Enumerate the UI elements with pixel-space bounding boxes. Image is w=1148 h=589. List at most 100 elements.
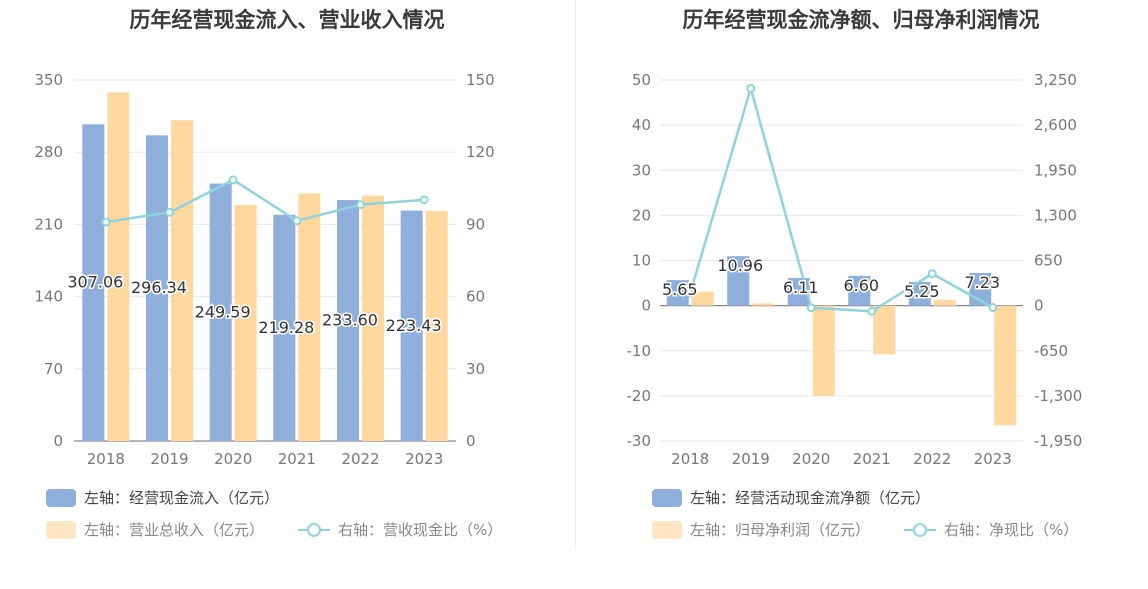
right-tick-label: 30 — [466, 360, 485, 378]
legend-item-cash-ratio[interactable]: 右轴：净现比（%） — [904, 519, 1078, 540]
x-tick-label: 2019 — [150, 450, 188, 468]
left-tick-label: 140 — [34, 288, 63, 306]
left-tick-label: 30 — [632, 161, 651, 179]
bar-orange — [691, 291, 714, 306]
left-tick-label: 0 — [641, 297, 651, 315]
ratio-line-point — [988, 302, 998, 312]
bar-data-label: 5.25 — [904, 282, 940, 301]
legend-label: 左轴：归母净利润（亿元） — [690, 521, 871, 539]
x-tick-label: 2018 — [87, 450, 125, 468]
chart-svg-cashflow-revenue: 0 70 140 210 280 350 0 30 60 90 120 150 2018 2019 2020… — [34, 71, 495, 468]
x-tick-label: 2023 — [405, 450, 443, 468]
bar-data-label: 219.28 — [258, 318, 314, 337]
ratio-line-point — [685, 288, 695, 298]
ratio-line-point — [806, 303, 816, 313]
ratio-line — [689, 83, 994, 313]
legend-item-net-cash[interactable]: 左轴：经营活动现金流净额（亿元） — [652, 487, 930, 508]
bar-blue — [848, 275, 871, 306]
legend-label: 右轴：净现比（%） — [944, 521, 1079, 539]
bar-blue — [82, 124, 105, 441]
chart-svg-netcash-profit: -30 -20 -10 0 10 20 30 40 50 -1,950 -1,300 -650 0 650… — [627, 71, 1083, 468]
right-tick-label: -1,950 — [1034, 432, 1082, 450]
bar-blue — [727, 256, 750, 306]
bar-blue — [337, 200, 359, 441]
bar-data-label: 307.06 — [67, 273, 123, 292]
chart-title: 历年经营现金流入、营业收入情况 — [129, 8, 445, 32]
panel-divider — [575, 0, 576, 550]
ratio-line-point — [292, 216, 302, 226]
bar-data-label: 296.34 — [131, 278, 187, 297]
x-tick-label: 2021 — [278, 450, 316, 468]
bar-orange — [425, 210, 448, 441]
bar-orange — [812, 305, 835, 396]
left-tick-label: 0 — [53, 432, 63, 450]
x-tick-label: 2019 — [732, 450, 770, 468]
legend-swatch-bar-blue — [46, 488, 76, 507]
x-tick-label: 2020 — [214, 450, 252, 468]
right-tick-label: 2,600 — [1034, 116, 1077, 134]
right-tick-label: 150 — [466, 71, 495, 89]
bar-data-label: 223.43 — [386, 316, 442, 335]
left-tick-label: 50 — [632, 71, 651, 89]
left-tick-label: -20 — [627, 387, 652, 405]
left-tick-label: 280 — [34, 143, 63, 161]
right-tick-label: 60 — [466, 288, 485, 306]
chart-panel-netcash-profit: 历年经营现金流净额、归母净利润情况 -30 -20 -10 0 10 20 30 40 50 -1… — [574, 0, 1148, 589]
bar-orange — [994, 305, 1017, 426]
left-tick-label: 40 — [632, 116, 651, 134]
bar-data-label: 5.65 — [662, 280, 698, 299]
right-tick-label: -1,300 — [1034, 387, 1082, 405]
right-tick-label: 0 — [1034, 297, 1044, 315]
legend-label: 左轴：经营现金流入（亿元） — [84, 489, 280, 507]
bar-orange — [752, 303, 775, 306]
left-tick-label: 70 — [44, 360, 63, 378]
legend-swatch-bar-blue — [652, 488, 682, 507]
bar-orange — [298, 193, 321, 441]
legend-item-inflow[interactable]: 左轴：经营现金流入（亿元） — [46, 487, 279, 508]
bar-blue — [400, 210, 423, 441]
bar-blue — [209, 183, 232, 442]
x-tick-label: 2021 — [853, 450, 891, 468]
left-tick-label: 350 — [34, 71, 63, 89]
legend-label: 左轴：经营活动现金流净额（亿元） — [690, 489, 931, 507]
bar-data-label: 10.96 — [717, 256, 763, 275]
right-tick-label: 120 — [466, 143, 495, 161]
x-tick-label: 2022 — [341, 450, 379, 468]
legend-item-revenue[interactable]: 左轴：营业总收入（亿元） — [46, 519, 264, 540]
right-tick-label: 1,950 — [1034, 161, 1077, 179]
legend-item-ratio[interactable]: 右轴：营收现金比（%） — [298, 519, 502, 540]
x-tick-label: 2018 — [671, 450, 709, 468]
legend-line-circle-icon — [904, 521, 936, 539]
bar-data-label: 6.11 — [783, 278, 819, 297]
ratio-line-point — [867, 306, 877, 316]
bar-data-label: 249.59 — [195, 302, 251, 321]
x-tick-label: 2023 — [974, 450, 1012, 468]
bar-blue — [908, 281, 931, 306]
ratio-line-point — [228, 175, 238, 185]
legend-swatch-bar-orange — [652, 520, 682, 539]
bar-orange — [171, 120, 193, 442]
chart-title: 历年经营现金流净额、归母净利润情况 — [682, 8, 1040, 32]
legend-item-net-profit[interactable]: 左轴：归母净利润（亿元） — [652, 519, 870, 540]
right-tick-label: 1,300 — [1034, 206, 1077, 224]
ratio-line-point — [101, 217, 111, 227]
ratio-line-point — [356, 200, 365, 210]
bar-orange — [234, 204, 257, 441]
right-tick-label: 90 — [466, 215, 485, 233]
bar-orange — [873, 305, 896, 355]
legend-line-circle-icon — [298, 521, 330, 539]
bar-orange — [362, 195, 384, 441]
right-tick-label: -650 — [1034, 342, 1068, 360]
left-tick-label: 20 — [632, 206, 651, 224]
bar-blue — [146, 135, 168, 442]
ratio-line — [105, 178, 425, 224]
bar-data-label: 6.60 — [843, 276, 879, 295]
right-tick-label: 0 — [466, 432, 476, 450]
x-tick-label: 2020 — [792, 450, 830, 468]
bar-blue — [273, 214, 296, 441]
left-tick-label: 210 — [34, 215, 63, 233]
legend-label: 右轴：营收现金比（%） — [338, 521, 503, 539]
left-tick-label: 10 — [632, 252, 651, 270]
ratio-line-point — [165, 207, 174, 217]
ratio-line-point — [927, 269, 937, 279]
